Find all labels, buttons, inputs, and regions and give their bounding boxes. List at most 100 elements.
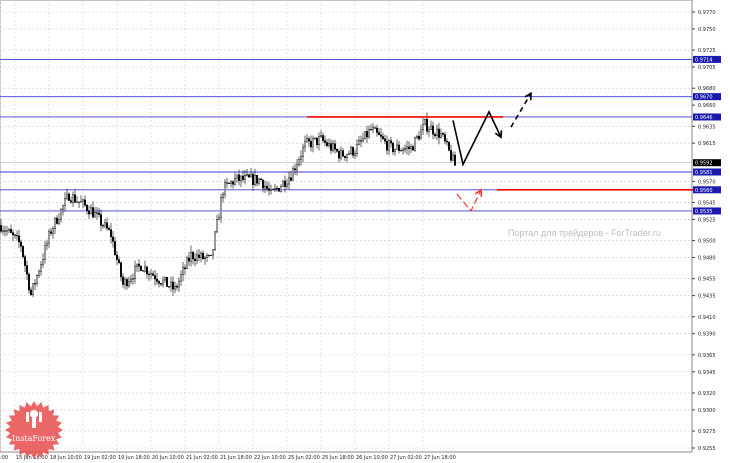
time-tick-label: 21 Jun 18:00 <box>220 455 252 461</box>
candle-body <box>241 175 244 180</box>
forecast-dashed-arrowhead <box>524 91 532 101</box>
candle-body <box>368 129 371 138</box>
candle-body <box>364 131 367 140</box>
candle-body <box>107 228 110 230</box>
candle-body <box>276 187 279 189</box>
plot-area <box>0 0 693 453</box>
time-tick-label: 26 Jun 10:00 <box>356 455 388 461</box>
candle-body <box>117 259 120 263</box>
candle-body <box>181 267 184 275</box>
candle-body <box>398 144 401 151</box>
candle-body <box>404 148 407 151</box>
candle-body <box>400 150 403 152</box>
candle-body <box>173 285 176 290</box>
candle-body <box>390 140 393 144</box>
candle-body <box>268 188 271 191</box>
candle-body <box>336 149 339 152</box>
price-tick-label: 0.9770 <box>698 10 716 16</box>
candle-body <box>75 201 78 203</box>
candle-body <box>247 174 250 178</box>
candle-body <box>302 146 305 157</box>
alt-forecast-arrowhead <box>474 188 483 197</box>
candle-body <box>225 182 228 184</box>
candle-body <box>153 275 156 280</box>
candle-body <box>330 143 333 151</box>
price-tick-label: 0.9365 <box>698 353 716 359</box>
price-tick-label: 0.9255 <box>698 446 716 452</box>
time-tick-label: 19 Jun 18:00 <box>118 455 150 461</box>
candle-body <box>344 155 347 158</box>
candle-body <box>9 229 12 233</box>
candle-body <box>137 263 140 267</box>
price-tick-label: 0.9725 <box>698 48 716 54</box>
candle-body <box>334 143 337 150</box>
candle-body <box>97 212 100 215</box>
candle-body <box>101 225 104 227</box>
alt-forecast-path <box>456 189 482 213</box>
candle-body <box>54 217 57 229</box>
level-label-box <box>693 55 721 63</box>
logo-emblem-icon <box>26 410 42 428</box>
candle-body <box>402 149 405 151</box>
candle-body <box>183 267 186 269</box>
candle-body <box>187 257 190 262</box>
candle-body <box>111 236 114 242</box>
candle-body <box>372 127 375 130</box>
candle-body <box>444 134 447 142</box>
candle-body <box>290 177 293 181</box>
candle-body <box>380 134 383 137</box>
candle-body <box>318 136 321 145</box>
candle-body <box>356 144 359 154</box>
candle-body <box>87 210 90 215</box>
candle-body <box>95 212 98 214</box>
candle-body <box>264 185 267 189</box>
candle-body <box>143 266 146 272</box>
time-tick-label: 25 Jun 02:00 <box>288 455 320 461</box>
price-tick-label: 0.9410 <box>698 315 716 321</box>
candle-body <box>103 222 106 227</box>
candle-body <box>384 138 387 142</box>
candle-body <box>406 146 409 149</box>
candle-body <box>320 135 323 137</box>
candle-body <box>304 140 307 148</box>
candle-body <box>40 264 43 272</box>
candle-body <box>324 140 327 143</box>
candle-body <box>354 153 357 156</box>
candle-body <box>215 219 218 233</box>
price-tick-label: 0.9570 <box>698 179 716 185</box>
time-tick-label: :00 <box>0 455 8 461</box>
price-tick-label: 0.9320 <box>698 391 716 397</box>
candle-body <box>219 197 222 218</box>
candle-body <box>193 258 196 261</box>
candle-body <box>348 153 351 155</box>
candle-body <box>314 137 317 139</box>
candle-body <box>149 273 152 275</box>
level-label-box <box>693 186 721 194</box>
candle-body <box>298 159 301 166</box>
current-price-label: 0.9592 <box>695 161 713 167</box>
price-tick-label: 0.9435 <box>698 294 716 300</box>
candle-body <box>46 242 49 246</box>
candle-body <box>113 241 116 256</box>
candle-body <box>280 186 283 192</box>
candle-body <box>83 199 86 206</box>
candle-body <box>58 219 61 224</box>
candle-body <box>171 281 174 290</box>
candle-body <box>270 189 273 191</box>
candle-body <box>151 273 154 276</box>
candle-body <box>67 193 70 201</box>
candle-body <box>89 207 92 215</box>
candle-body <box>245 174 248 176</box>
candle-body <box>306 138 309 142</box>
candle-body <box>5 230 8 232</box>
level-label-box <box>693 93 721 101</box>
candle-body <box>115 254 118 260</box>
candle-body <box>258 178 261 184</box>
candle-body <box>394 148 397 153</box>
candle-body <box>308 138 311 142</box>
candle-body <box>328 143 331 146</box>
candle-body <box>73 194 76 203</box>
candle-body <box>159 283 162 285</box>
candle-body <box>438 128 441 138</box>
